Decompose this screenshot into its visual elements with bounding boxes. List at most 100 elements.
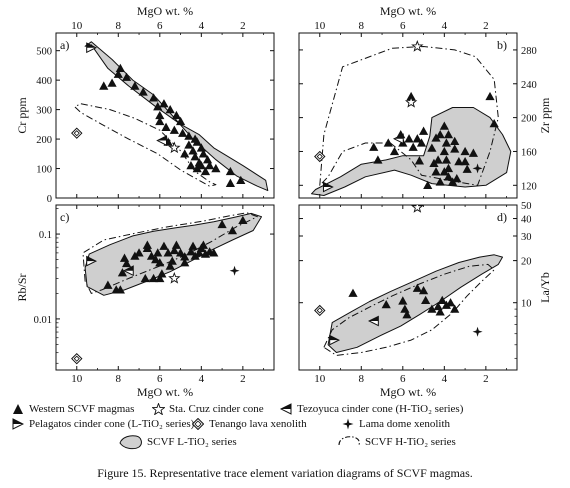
data-point-western (427, 304, 437, 313)
y-tick-label: 400 (36, 76, 52, 87)
data-points (314, 40, 499, 193)
y-tick-label: 200 (36, 135, 52, 146)
data-point-western (196, 143, 206, 152)
data-point-western (439, 146, 449, 156)
data-point-pelagatos (329, 334, 341, 346)
figure-caption: Figure 15. Representative trace element … (97, 466, 473, 480)
data-point-western (117, 268, 128, 277)
data-point-western (225, 166, 235, 176)
data-point-western (155, 258, 165, 267)
data-point-western (373, 155, 383, 164)
data-point-western (423, 180, 433, 189)
y-tick-label: 30 (521, 232, 532, 243)
data-point-pelagatos (322, 181, 334, 193)
filled-triangle-icon (12, 403, 26, 415)
double-diamond-icon (192, 418, 206, 430)
x-tick-label: 4 (442, 20, 448, 32)
data-point-western (155, 116, 165, 126)
data-point-western (192, 163, 202, 173)
half-triangle-icon (280, 403, 294, 415)
data-point-western (202, 155, 213, 164)
data-point-western (180, 149, 190, 158)
x-tick-label: 2 (240, 373, 246, 385)
data-point-western (414, 156, 425, 165)
legend-label: Pelagatos cinder cone (L-TiO₂ series) (29, 418, 195, 430)
y-tick-label: 10 (521, 299, 532, 310)
data-point-western (163, 248, 173, 257)
legend-item-lama: Lama dome xenolith (342, 418, 450, 430)
panel-label: d) (497, 210, 507, 224)
data-point-tenango (314, 304, 326, 317)
x-axis-label-top: MgO wt. % (380, 4, 436, 18)
legend-label: SCVF L-TiO₂ series (147, 436, 237, 448)
data-point-western (468, 148, 478, 157)
x-axis-label-bottom: MgO wt. % (137, 385, 193, 399)
data-point-western (169, 245, 179, 255)
data-point-western (186, 160, 196, 170)
x-tick-label: 8 (116, 20, 122, 32)
data-points (71, 215, 248, 365)
y-tick-label: 120 (521, 181, 537, 192)
data-point-western (450, 304, 460, 313)
data-point-western (138, 87, 148, 96)
data-point-western (412, 134, 422, 143)
legend-item-field-h: SCVF H-TiO₂ series (336, 434, 456, 450)
data-point-western (153, 102, 163, 111)
data-point-western (140, 273, 150, 283)
data-point-western (198, 240, 209, 249)
data-point-western (418, 286, 429, 295)
data-points (71, 42, 246, 187)
data-point-western (443, 163, 454, 173)
data-point-western (161, 122, 171, 131)
data-point-western (159, 99, 169, 108)
data-point-western (433, 155, 443, 164)
data-point-western (429, 158, 439, 167)
dash-dot-field-icon (336, 434, 362, 450)
data-point-western (165, 105, 175, 114)
data-point-pelagatos (86, 42, 98, 54)
legend-item-tezoyuca: Tezoyuca cinder cone (H-TiO₂ series) (280, 403, 463, 415)
data-point-western (188, 146, 198, 155)
y-tick-label: 200 (521, 114, 537, 125)
field-group (74, 41, 269, 192)
data-point-western (381, 299, 391, 309)
data-point-western (184, 140, 194, 149)
data-point-western (443, 172, 454, 181)
y-tick-label: 240 (521, 80, 537, 91)
legend-item-field-l: SCVF L-TiO₂ series (118, 434, 237, 450)
data-point-western (435, 129, 445, 139)
data-point-tenango (71, 352, 83, 365)
data-point-western (175, 248, 186, 257)
data-point-western (369, 142, 379, 151)
field-group (311, 46, 512, 196)
panel-label: b) (497, 38, 507, 52)
data-point-western (198, 149, 209, 158)
data-point-western (142, 240, 152, 249)
data-point-western (441, 300, 452, 309)
y-tick-label: 0.1 (39, 230, 52, 241)
data-point-western (485, 91, 495, 101)
field-l-tio2 (84, 41, 269, 192)
x-tick-label: 4 (199, 373, 205, 385)
y-axis-label: Rb/Sr (15, 273, 29, 301)
data-point-western (412, 283, 422, 292)
x-axis-label-top: MgO wt. % (137, 4, 193, 18)
data-point-lama (472, 163, 483, 174)
y-tick-label: 500 (36, 47, 52, 58)
legend-label: Western SCVF magmas (29, 403, 135, 415)
y-tick-label: 280 (521, 46, 537, 57)
data-point-tezoyuca (156, 135, 167, 146)
data-point-western (435, 307, 445, 316)
data-point-western (151, 255, 161, 264)
legend-item-western: Western SCVF magmas (12, 403, 134, 415)
data-point-western (439, 121, 449, 130)
data-point-western (190, 152, 200, 161)
data-point-western (194, 248, 204, 257)
x-tick-label: 4 (442, 373, 448, 385)
data-point-western (167, 256, 177, 265)
data-point-western (171, 240, 182, 249)
data-point-western (238, 215, 248, 225)
data-point-western (146, 251, 157, 260)
field-l-tio2 (311, 107, 512, 196)
data-point-western (383, 138, 393, 147)
